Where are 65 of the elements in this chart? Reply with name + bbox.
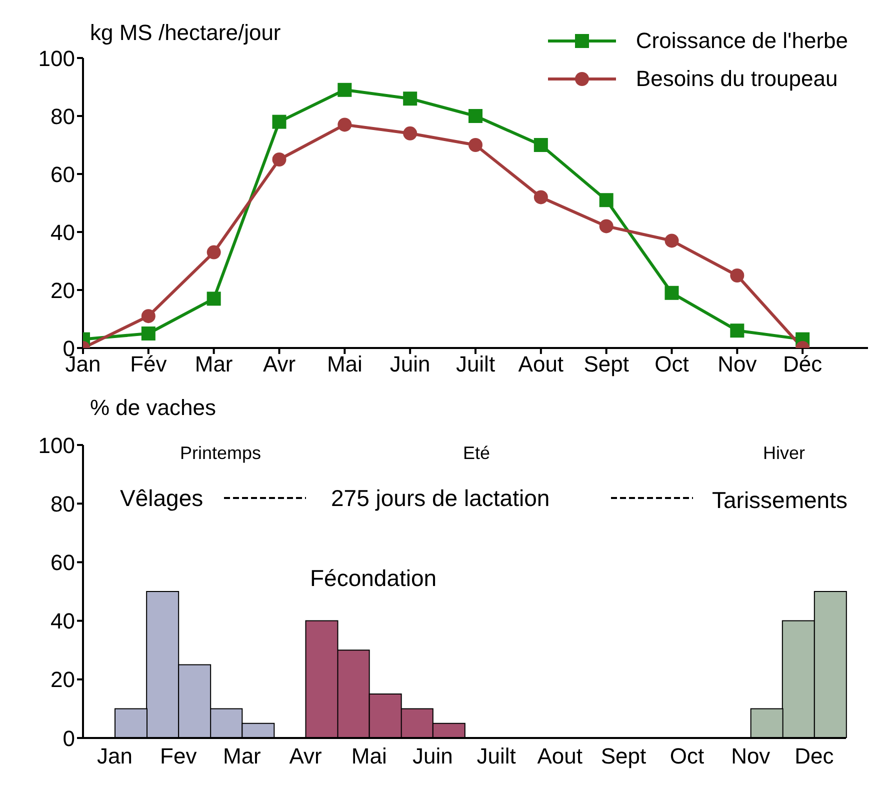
point bbox=[468, 138, 482, 152]
legend-label: Besoins du troupeau bbox=[636, 66, 838, 92]
point bbox=[534, 138, 548, 152]
point bbox=[730, 324, 744, 338]
x-tick-label: Juilt bbox=[476, 744, 516, 769]
x-tick-label: Jan bbox=[97, 744, 133, 769]
point bbox=[403, 92, 418, 106]
x-tick-label: Nov bbox=[718, 352, 757, 377]
x-tick-label: Mar bbox=[194, 352, 233, 377]
point bbox=[534, 190, 548, 204]
annotation: Vêlages bbox=[120, 485, 204, 512]
x-tick-label: Aout bbox=[537, 744, 583, 769]
point bbox=[468, 109, 482, 123]
point bbox=[206, 245, 221, 260]
y-tick-label: 20 bbox=[50, 278, 75, 303]
y-tick-label: 40 bbox=[50, 220, 75, 245]
point bbox=[141, 309, 156, 324]
x-tick-label: Sept bbox=[600, 744, 646, 769]
point bbox=[403, 126, 418, 140]
point bbox=[664, 234, 679, 248]
y-tick-label: 0 bbox=[62, 726, 75, 751]
point bbox=[272, 152, 286, 166]
y-tick-label: 20 bbox=[50, 667, 75, 692]
annotation: 275 jours de lactation bbox=[331, 485, 550, 512]
y-tick-label: 80 bbox=[50, 491, 75, 516]
y-axis-title: kg MS /hectare/jour bbox=[90, 20, 281, 46]
x-tick-label: Déc bbox=[783, 352, 822, 377]
point bbox=[599, 219, 614, 234]
point bbox=[338, 82, 352, 97]
x-tick-label: Oct bbox=[654, 352, 689, 377]
point bbox=[141, 326, 156, 340]
annotation: Eté bbox=[463, 443, 490, 464]
x-tick-label: Juin bbox=[412, 744, 453, 769]
x-tick-label: Sept bbox=[584, 352, 629, 377]
point bbox=[730, 268, 744, 282]
annotation: Tarissements bbox=[712, 487, 848, 514]
x-tick-label: Juilt bbox=[456, 352, 496, 377]
x-tick-label: Juin bbox=[390, 352, 430, 377]
y-tick-label: 60 bbox=[50, 162, 75, 187]
x-tick-label: Fév bbox=[130, 352, 167, 377]
point bbox=[664, 286, 679, 300]
point bbox=[272, 114, 286, 129]
point bbox=[338, 118, 352, 132]
y-tick-label: 40 bbox=[50, 608, 75, 634]
x-tick-label: Dec bbox=[794, 744, 834, 769]
x-tick-label: Mai bbox=[351, 744, 387, 769]
annotation: Fécondation bbox=[310, 565, 437, 592]
y-axis-title: % de vaches bbox=[90, 395, 216, 421]
point bbox=[206, 292, 221, 306]
annotation: Printemps bbox=[180, 443, 262, 464]
x-tick-label: Nov bbox=[731, 744, 770, 769]
x-tick-label: Oct bbox=[670, 744, 704, 769]
y-tick-label: 100 bbox=[38, 432, 75, 458]
y-tick-label: 100 bbox=[38, 46, 75, 71]
x-tick-label: Fev bbox=[160, 744, 197, 769]
x-tick-label: Mai bbox=[326, 352, 362, 377]
point bbox=[599, 193, 614, 208]
y-tick-label: 60 bbox=[50, 550, 75, 576]
legend-label: Croissance de l'herbe bbox=[636, 28, 848, 54]
x-tick-label: Aout bbox=[518, 352, 564, 377]
x-tick-label: Mar bbox=[223, 744, 261, 769]
y-tick-label: 80 bbox=[50, 104, 75, 129]
x-tick-label: Avr bbox=[262, 352, 296, 377]
x-tick-label: Avr bbox=[289, 744, 322, 769]
annotation: Hiver bbox=[763, 443, 806, 464]
